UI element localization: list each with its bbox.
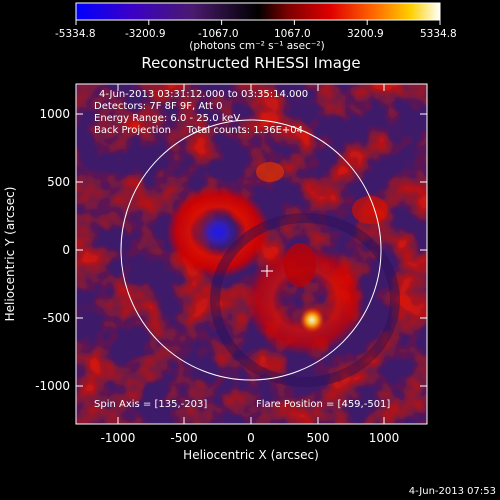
y-axis-ticks: [76, 113, 427, 387]
colorbar-gradient: [75, 2, 441, 21]
solar-limb-circle: [120, 119, 382, 381]
info-line-detectors: Detectors: 7F 8F 9F, Att 0: [94, 101, 222, 112]
flare-position-label: Flare Position = [459,-501]: [256, 399, 390, 410]
spin-axis-label: Spin Axis = [135,-203]: [94, 399, 207, 410]
plot-title: Reconstructed RHESSI Image: [141, 54, 360, 72]
y-tick-label: 1000: [39, 107, 70, 121]
x-tick-label: 500: [307, 431, 330, 445]
y-tick-label: 0: [62, 243, 70, 257]
x-axis-label: Heliocentric X (arcsec): [183, 448, 319, 462]
crosshair-marker: [261, 265, 273, 277]
colorbar-tick-label: 1067.0: [274, 28, 311, 40]
colorbar-tick-label: -3200.9: [125, 28, 166, 40]
info-line-energy: Energy Range: 6.0 - 25.0 keV: [94, 113, 240, 124]
x-tick-label: 0: [247, 431, 255, 445]
colorbar-tick-label: 5334.8: [420, 28, 457, 40]
y-tick-label: -1000: [35, 379, 70, 393]
y-tick-label: 500: [47, 175, 70, 189]
x-tick-label: -1000: [101, 431, 136, 445]
x-axis-ticks: [117, 84, 385, 424]
colorbar-unit-label: (photons cm⁻² s⁻¹ asec⁻²): [189, 40, 324, 52]
y-axis-label: Heliocentric Y (arcsec): [3, 187, 17, 322]
generation-timestamp: 4-Jun-2013 07:53: [408, 486, 496, 497]
x-tick-label: 1000: [369, 431, 400, 445]
x-tick-label: -500: [170, 431, 197, 445]
colorbar: -5334.8 -3200.9 -1067.0 1067.0 3200.9 53…: [55, 2, 457, 52]
colorbar-tick-label: 3200.9: [347, 28, 384, 40]
info-line-method: Back Projection Total counts: 1.36E+04: [94, 125, 303, 136]
colorbar-tick-label: -1067.0: [198, 28, 239, 40]
rhessi-image: [76, 84, 427, 424]
info-line-time: 4-Jun-2013 03:31:12.000 to 03:35:14.000: [99, 89, 308, 100]
y-tick-label: -500: [43, 311, 70, 325]
info-panel: 4-Jun-2013 03:31:12.000 to 03:35:14.000 …: [94, 89, 390, 410]
colorbar-tick-label: -5334.8: [55, 28, 96, 40]
